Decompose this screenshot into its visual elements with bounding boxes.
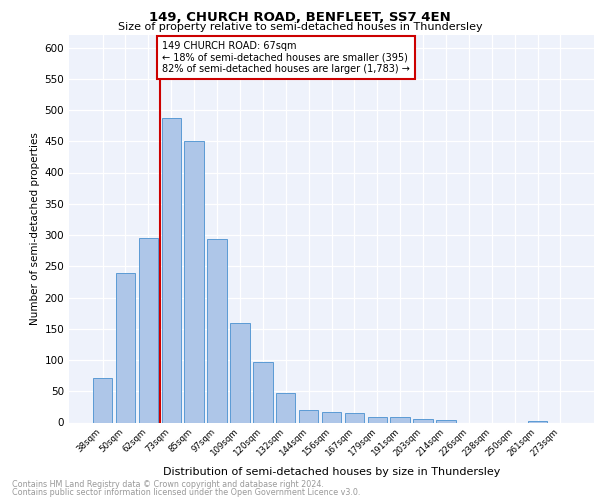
X-axis label: Distribution of semi-detached houses by size in Thundersley: Distribution of semi-detached houses by … — [163, 466, 500, 476]
Bar — [322, 412, 341, 422]
Bar — [184, 141, 204, 422]
Text: 149, CHURCH ROAD, BENFLEET, SS7 4EN: 149, CHURCH ROAD, BENFLEET, SS7 4EN — [149, 11, 451, 24]
Bar — [208, 240, 227, 422]
Bar — [528, 420, 547, 422]
Bar — [436, 420, 455, 422]
Bar — [93, 378, 112, 422]
Bar — [276, 393, 295, 422]
Bar — [413, 420, 433, 422]
Bar — [299, 410, 319, 422]
Bar — [161, 118, 181, 422]
Bar — [139, 238, 158, 422]
Text: Size of property relative to semi-detached houses in Thundersley: Size of property relative to semi-detach… — [118, 22, 482, 32]
Text: Contains HM Land Registry data © Crown copyright and database right 2024.: Contains HM Land Registry data © Crown c… — [12, 480, 324, 489]
Bar — [391, 417, 410, 422]
Bar — [368, 417, 387, 422]
Text: Contains public sector information licensed under the Open Government Licence v3: Contains public sector information licen… — [12, 488, 361, 497]
Y-axis label: Number of semi-detached properties: Number of semi-detached properties — [30, 132, 40, 325]
Bar — [230, 322, 250, 422]
Bar — [116, 272, 135, 422]
Bar — [344, 413, 364, 422]
Bar — [253, 362, 272, 422]
Text: 149 CHURCH ROAD: 67sqm
← 18% of semi-detached houses are smaller (395)
82% of se: 149 CHURCH ROAD: 67sqm ← 18% of semi-det… — [162, 42, 410, 74]
